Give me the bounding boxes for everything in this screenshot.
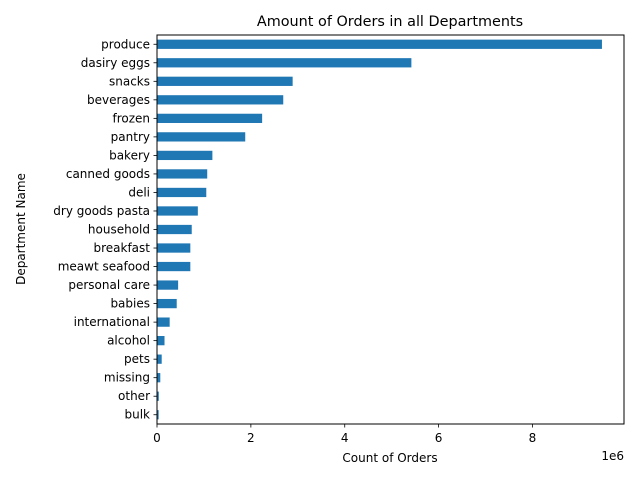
bar-babies — [157, 298, 177, 309]
y-tick-label: pets — [124, 352, 150, 366]
y-tick-label: alcohol — [107, 334, 150, 348]
y-axis-title: Department Name — [14, 173, 28, 285]
bar-alcohol — [157, 336, 165, 346]
bar-other — [157, 391, 159, 401]
y-tick-label: canned goods — [66, 167, 150, 181]
y-tick-label: snacks — [109, 74, 150, 88]
x-tick-label: 2 — [247, 431, 255, 445]
bar-personal-care — [157, 280, 179, 290]
bar-beverages — [157, 95, 284, 105]
bar-canned-goods — [157, 169, 208, 179]
y-axis-ticks: produce dasiry eggs snacks beverages frozen p… — [53, 37, 157, 422]
bars-group — [157, 39, 602, 420]
y-tick-label: bulk — [124, 408, 150, 422]
bar-pantry — [157, 132, 246, 142]
y-tick-label: beverages — [87, 93, 150, 107]
bar-missing — [157, 373, 161, 383]
plot-area-frame — [156, 34, 625, 425]
y-tick-label: personal care — [68, 278, 150, 292]
x-axis-title: Count of Orders — [342, 451, 437, 465]
y-tick-label: frozen — [112, 111, 150, 125]
bar-pets — [157, 354, 162, 364]
y-tick-label: household — [88, 223, 150, 237]
y-tick-label: dry goods pasta — [53, 204, 150, 218]
y-tick-label: produce — [101, 37, 150, 51]
x-tick-label: 4 — [341, 431, 349, 445]
bar-breakfast — [157, 243, 191, 253]
bar-deli — [157, 187, 207, 198]
y-tick-label: bakery — [109, 148, 150, 162]
bar-meawt-seafood — [157, 261, 191, 272]
x-tick-label: 8 — [529, 431, 537, 445]
bar-dasiry-eggs — [157, 58, 412, 68]
bar-international — [157, 317, 170, 327]
x-tick-label: 0 — [153, 431, 161, 445]
bar-snacks — [157, 76, 293, 86]
y-tick-label: dasiry eggs — [81, 56, 150, 70]
bar-household — [157, 224, 192, 235]
y-tick-label: deli — [128, 185, 150, 199]
bar-produce — [157, 39, 602, 49]
chart-title: Amount of Orders in all Departments — [257, 14, 523, 30]
y-tick-label: meawt seafood — [58, 260, 150, 274]
x-axis-offset-label: 1e6 — [601, 449, 624, 463]
bar-frozen — [157, 113, 263, 123]
y-tick-label: pantry — [111, 130, 150, 144]
y-tick-label: international — [74, 315, 150, 329]
x-tick-label: 6 — [435, 431, 443, 445]
y-tick-label: other — [118, 389, 150, 403]
bar-bakery — [157, 150, 213, 161]
y-tick-label: breakfast — [93, 241, 150, 255]
x-axis-ticks: 0 2 4 6 8 — [153, 424, 536, 445]
y-tick-label: missing — [104, 371, 150, 385]
bar-dry-goods-pasta — [157, 206, 198, 216]
bar-bulk — [157, 410, 159, 420]
y-tick-label: babies — [110, 297, 150, 311]
